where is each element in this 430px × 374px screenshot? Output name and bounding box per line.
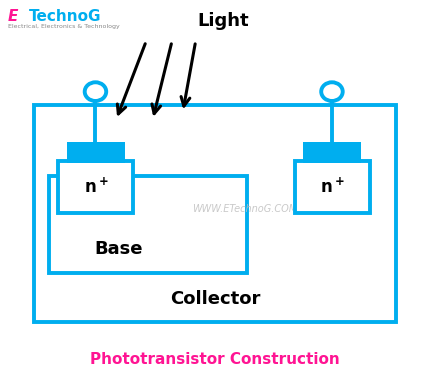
Bar: [58, 161, 133, 213]
Text: Base: Base: [94, 240, 142, 258]
Text: WWW.ETechnoG.COM: WWW.ETechnoG.COM: [193, 205, 298, 214]
Bar: [49, 176, 247, 273]
Bar: [295, 161, 370, 213]
Text: Collector: Collector: [170, 290, 260, 308]
Bar: [303, 142, 361, 163]
Text: TechnoG: TechnoG: [29, 9, 102, 24]
Text: Phototransistor Construction: Phototransistor Construction: [90, 352, 340, 367]
Text: E: E: [8, 9, 18, 24]
Text: $\mathbf{n^+}$: $\mathbf{n^+}$: [320, 177, 345, 197]
Bar: [67, 142, 125, 163]
Text: $\mathbf{n^+}$: $\mathbf{n^+}$: [84, 177, 109, 197]
Text: Electrical, Electronics & Technology: Electrical, Electronics & Technology: [8, 24, 120, 29]
Text: Light: Light: [198, 12, 249, 30]
Bar: [34, 105, 396, 322]
Circle shape: [321, 82, 343, 101]
Circle shape: [85, 82, 106, 101]
